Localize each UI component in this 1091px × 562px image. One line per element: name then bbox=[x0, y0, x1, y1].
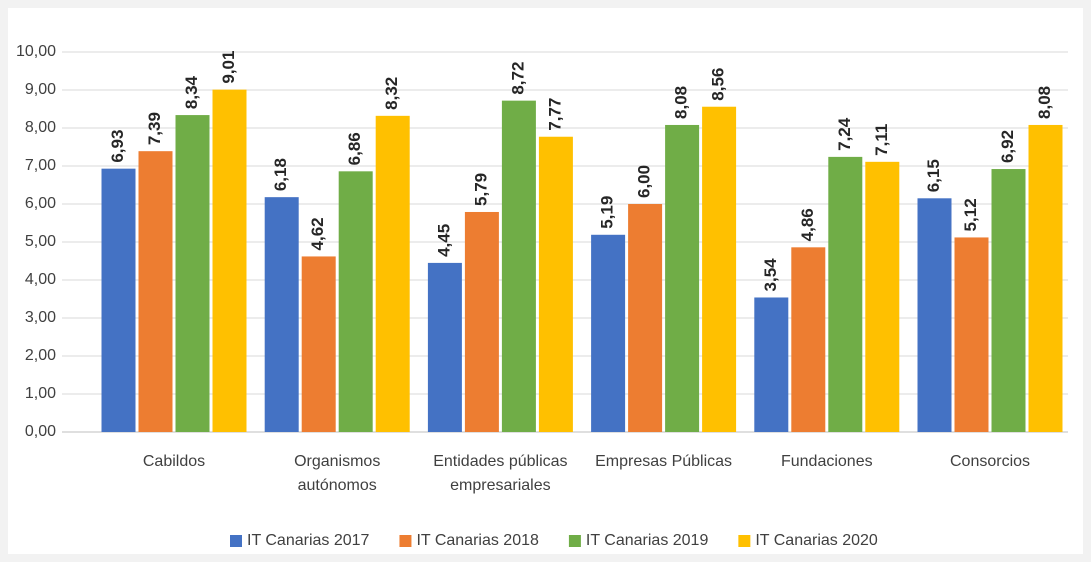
value-label: 6,92 bbox=[998, 130, 1017, 163]
bar bbox=[954, 237, 989, 432]
bar bbox=[501, 100, 536, 432]
x-tick-label: Consorcios bbox=[949, 453, 1031, 470]
bar bbox=[264, 197, 299, 432]
value-label: 6,86 bbox=[345, 132, 364, 165]
legend-swatch bbox=[230, 535, 242, 547]
y-tick-label: 6,00 bbox=[25, 195, 56, 212]
bar bbox=[464, 211, 499, 432]
bar bbox=[665, 124, 700, 433]
bar bbox=[538, 136, 573, 433]
bar bbox=[212, 89, 247, 433]
value-label: 5,12 bbox=[961, 198, 980, 231]
value-label: 6,15 bbox=[924, 159, 943, 192]
value-label: 3,54 bbox=[761, 258, 780, 292]
bar bbox=[375, 115, 410, 432]
bar bbox=[427, 262, 462, 432]
bar bbox=[628, 204, 663, 432]
y-tick-label: 8,00 bbox=[25, 119, 56, 136]
legend-swatch bbox=[738, 535, 751, 547]
value-label: 4,62 bbox=[308, 217, 327, 250]
value-label: 4,86 bbox=[798, 208, 817, 241]
value-label: 9,01 bbox=[219, 51, 238, 84]
x-tick-label: Organismos autónomos bbox=[294, 453, 381, 494]
legend-swatch bbox=[568, 535, 581, 547]
value-label: 7,24 bbox=[835, 117, 854, 151]
bar bbox=[338, 171, 373, 432]
value-label: 7,77 bbox=[545, 98, 564, 131]
legend-label: IT Canarias 2018 bbox=[416, 532, 539, 549]
y-tick-label: 4,00 bbox=[25, 271, 56, 288]
x-tick-label: Empresas Públicas bbox=[595, 453, 733, 470]
bar bbox=[101, 168, 136, 432]
bar bbox=[702, 106, 737, 432]
value-label: 5,79 bbox=[471, 173, 490, 206]
value-label: 8,72 bbox=[508, 62, 527, 95]
y-tick-label: 9,00 bbox=[25, 81, 56, 98]
value-label: 4,45 bbox=[434, 224, 453, 257]
value-label: 7,39 bbox=[145, 112, 164, 145]
value-label: 5,19 bbox=[598, 196, 617, 229]
y-tick-label: 2,00 bbox=[25, 347, 56, 364]
value-label: 6,93 bbox=[108, 130, 127, 163]
value-label: 8,34 bbox=[182, 75, 201, 109]
legend-label: IT Canarias 2019 bbox=[586, 532, 709, 549]
x-tick-label: Entidades públicas empresariales bbox=[433, 453, 568, 494]
x-tick-label: Cabildos bbox=[142, 453, 206, 470]
bar bbox=[591, 234, 626, 432]
bar bbox=[754, 297, 789, 432]
value-label: 7,11 bbox=[872, 124, 891, 156]
value-label: 8,32 bbox=[382, 77, 401, 110]
value-label: 8,08 bbox=[672, 86, 691, 119]
legend-label: IT Canarias 2020 bbox=[755, 532, 878, 549]
bar bbox=[828, 156, 863, 432]
value-label: 6,00 bbox=[635, 165, 654, 198]
bar bbox=[1028, 124, 1063, 433]
legend-label: IT Canarias 2017 bbox=[247, 532, 370, 549]
y-tick-label: 5,00 bbox=[25, 233, 56, 250]
value-label: 8,56 bbox=[709, 68, 728, 101]
bar bbox=[791, 247, 826, 432]
x-tick-label: Fundaciones bbox=[780, 453, 873, 470]
bar bbox=[138, 151, 173, 432]
y-tick-label: 10,00 bbox=[16, 43, 56, 60]
bar bbox=[991, 169, 1026, 433]
bar bbox=[865, 161, 900, 432]
value-label: 8,08 bbox=[1035, 86, 1054, 119]
y-tick-label: 1,00 bbox=[25, 385, 56, 402]
y-tick-label: 7,00 bbox=[25, 157, 56, 174]
bar bbox=[175, 115, 210, 432]
y-tick-label: 0,00 bbox=[25, 423, 56, 440]
value-label: 6,18 bbox=[271, 158, 290, 191]
bar bbox=[301, 256, 336, 432]
y-tick-label: 3,00 bbox=[25, 309, 56, 326]
bar bbox=[917, 198, 952, 432]
legend-swatch bbox=[399, 535, 412, 547]
